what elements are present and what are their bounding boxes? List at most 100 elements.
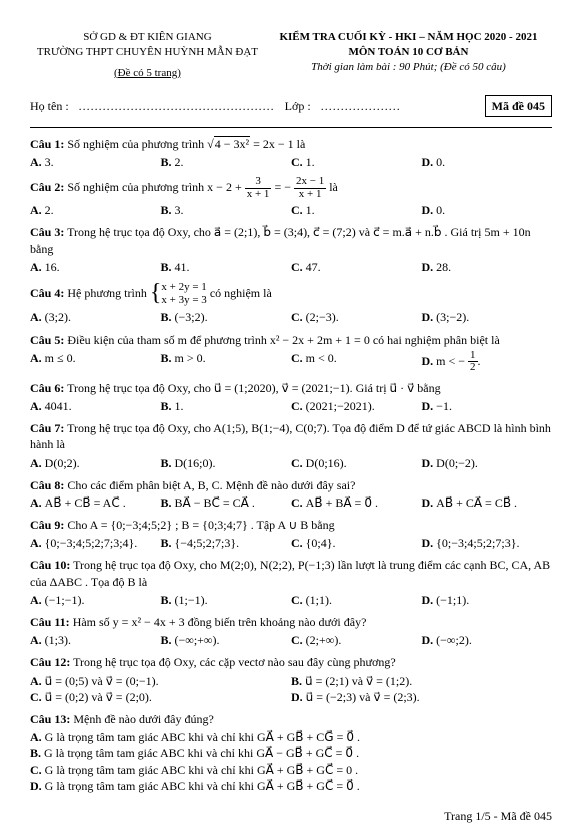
q11-C: (2;+∞). (306, 633, 342, 647)
exam-duration: Thời gian làm bài : 90 Phút; (Đề có 50 c… (265, 60, 552, 75)
q3-B: 41. (175, 260, 190, 274)
question-6: Câu 6: Trong hệ trục tọa độ Oxy, cho u⃗ … (30, 380, 552, 396)
school-name: TRƯỜNG THPT CHUYÊN HUỲNH MẪN ĐẠT (30, 45, 265, 60)
q2-options: A. 2. B. 3. C. 1. D. 0. (30, 202, 552, 218)
q4-options: A. (3;2). B. (−3;2). C. (2;−3). D. (3;−2… (30, 309, 552, 325)
q11-text: Hàm số y = x² − 4x + 3 đồng biến trên kh… (73, 615, 367, 629)
q2-label: Câu 2: (30, 180, 64, 194)
q2-A: 2. (45, 203, 54, 217)
q1-text-b: = 2x − 1 là (250, 137, 305, 151)
q6-B: 1. (175, 399, 184, 413)
page-footer: Trang 1/5 - Mã đề 045 (30, 808, 552, 824)
q12-A: u⃗ = (0;5) và v⃗ = (0;−1). (45, 674, 159, 688)
q10-text: Trong hệ trục tọa độ Oxy, cho M(2;0), N(… (30, 558, 550, 588)
q7-B: D(16;0). (175, 456, 216, 470)
q12-label: Câu 12: (30, 655, 70, 669)
q1-C: 1. (306, 155, 315, 169)
question-1: Câu 1: Số nghiệm của phương trình √4 − 3… (30, 136, 552, 152)
q3-text: Trong hệ trục tọa độ Oxy, cho a⃗ = (2;1)… (30, 225, 531, 255)
question-5: Câu 5: Điều kiện của tham số m để phương… (30, 332, 552, 348)
q10-options: A. (−1;−1). B. (1;−1). C. (1;1). D. (−1;… (30, 592, 552, 608)
q2-B: 3. (175, 203, 184, 217)
q8-C: AB⃗ + BA⃗ = 0⃗ . (306, 496, 378, 510)
q2-text-a: Số nghiệm của phương trình x − 2 + (67, 180, 244, 194)
q5-D-d: 2 (468, 362, 478, 374)
question-11: Câu 11: Hàm số y = x² − 4x + 3 đồng biến… (30, 614, 552, 630)
student-info-row: Họ tên : ...............................… (30, 95, 552, 117)
q6-label: Câu 6: (30, 381, 64, 395)
question-8: Câu 8: Cho các điểm phân biệt A, B, C. M… (30, 477, 552, 493)
q3-A: 16. (45, 260, 60, 274)
exam-title: KIỂM TRA CUỐI KỲ - HKI – NĂM HỌC 2020 - … (265, 30, 552, 45)
q12-C: u⃗ = (0;2) và v⃗ = (2;0). (45, 690, 152, 704)
dept-name: SỞ GD & ĐT KIÊN GIANG (30, 30, 265, 45)
q7-options: A. D(0;2). B. D(16;0). C. D(0;16). D. D(… (30, 455, 552, 471)
q9-options: A. {0;−3;4;5;2;7;3;4}. B. {−4;5;2;7;3}. … (30, 535, 552, 551)
q2-f1n: 3 (245, 176, 272, 189)
q4-text-b: có nghiệm là (210, 286, 272, 300)
question-9: Câu 9: Cho A = {0;−3;4;5;2} ; B = {0;3;4… (30, 517, 552, 533)
q7-C: D(0;16). (306, 456, 347, 470)
question-10: Câu 10: Trong hệ trục tọa độ Oxy, cho M(… (30, 557, 552, 589)
q5-label: Câu 5: (30, 333, 64, 347)
q1-label: Câu 1: (30, 137, 64, 151)
q5-B: m > 0. (175, 351, 206, 365)
q12-text: Trong hệ trục tọa độ Oxy, các cặp vectơ … (73, 655, 396, 669)
q10-label: Câu 10: (30, 558, 70, 572)
q9-B: {−4;5;2;7;3}. (175, 536, 240, 550)
q8-options: A. AB⃗ + CB⃗ = AC⃗ . B. BA⃗ − BC⃗ = CA⃗ … (30, 495, 552, 511)
q12-D: u⃗ = (−2;3) và v⃗ = (2;3). (306, 690, 420, 704)
q9-label: Câu 9: (30, 518, 64, 532)
q9-D: {0;−3;4;5;2;7;3}. (436, 536, 519, 550)
q13-label: Câu 13: (30, 712, 70, 726)
q4-label: Câu 4: (30, 286, 64, 300)
q13-C: G là trọng tâm tam giác ABC khi và chỉ k… (45, 763, 358, 777)
q6-text: Trong hệ trục tọa độ Oxy, cho u⃗ = (1;20… (67, 381, 440, 395)
q6-C: (2021;−2021). (306, 399, 375, 413)
q5-text: Điều kiện của tham số m để phương trình … (67, 333, 499, 347)
q6-D: −1. (436, 399, 452, 413)
q11-B: (−∞;+∞). (175, 633, 220, 647)
class-dots: .................... (321, 98, 401, 114)
name-dots: ........................................… (79, 98, 275, 114)
q8-text: Cho các điểm phân biệt A, B, C. Mệnh đề … (67, 478, 355, 492)
q11-A: (1;3). (45, 633, 71, 647)
q2-f2n: 2x − 1 (294, 176, 326, 189)
exam-code-box: Mã đề 045 (485, 95, 552, 117)
q2-D: 0. (436, 203, 445, 217)
q1-root: 4 − 3x² (214, 136, 250, 151)
header-right: KIỂM TRA CUỐI KỲ - HKI – NĂM HỌC 2020 - … (265, 30, 552, 81)
question-4: Câu 4: Hệ phương trình { x + 2y = 1 x + … (30, 281, 552, 307)
q7-label: Câu 7: (30, 421, 64, 435)
q7-text: Trong hệ trục tọa độ Oxy, cho A(1;5), B(… (30, 421, 551, 451)
header-left: SỞ GD & ĐT KIÊN GIANG TRƯỜNG THPT CHUYÊN… (30, 30, 265, 81)
q4-B: (−3;2). (175, 310, 208, 324)
class-label: Lớp : (285, 98, 311, 114)
q13-D: G là trọng tâm tam giác ABC khi và chỉ k… (45, 779, 360, 793)
q9-C: {0;4}. (306, 536, 336, 550)
q9-A: {0;−3;4;5;2;7;3;4}. (45, 536, 138, 550)
q4-row2: x + 3y = 3 (161, 294, 206, 307)
q9-text: Cho A = {0;−3;4;5;2} ; B = {0;3;4;7} . T… (67, 518, 334, 532)
q8-B: BA⃗ − BC⃗ = CA⃗ . (175, 496, 255, 510)
q2-text-b: = − (274, 180, 294, 194)
q3-D: 28. (436, 260, 451, 274)
question-12: Câu 12: Trong hệ trục tọa độ Oxy, các cặ… (30, 654, 552, 670)
document-header: SỞ GD & ĐT KIÊN GIANG TRƯỜNG THPT CHUYÊN… (30, 30, 552, 81)
q1-A: 3. (45, 155, 54, 169)
q12-options: A. u⃗ = (0;5) và v⃗ = (0;−1). B. u⃗ = (2… (30, 673, 552, 705)
q3-label: Câu 3: (30, 225, 64, 239)
q5-D-b: . (478, 353, 481, 367)
separator-line (30, 127, 552, 128)
q6-options: A. 4041. B. 1. C. (2021;−2021). D. −1. (30, 398, 552, 414)
name-label: Họ tên : (30, 98, 69, 114)
q1-B: 2. (175, 155, 184, 169)
question-7: Câu 7: Trong hệ trục tọa độ Oxy, cho A(1… (30, 420, 552, 452)
q4-C: (2;−3). (306, 310, 339, 324)
question-13: Câu 13: Mệnh đề nào dưới đây đúng? (30, 711, 552, 727)
pages-note: (Đề có 5 trang) (114, 67, 181, 79)
q4-D: (3;−2). (436, 310, 469, 324)
q7-D: D(0;−2). (436, 456, 478, 470)
question-3: Câu 3: Trong hệ trục tọa độ Oxy, cho a⃗ … (30, 224, 552, 256)
q4-text-a: Hệ phương trình (67, 286, 150, 300)
